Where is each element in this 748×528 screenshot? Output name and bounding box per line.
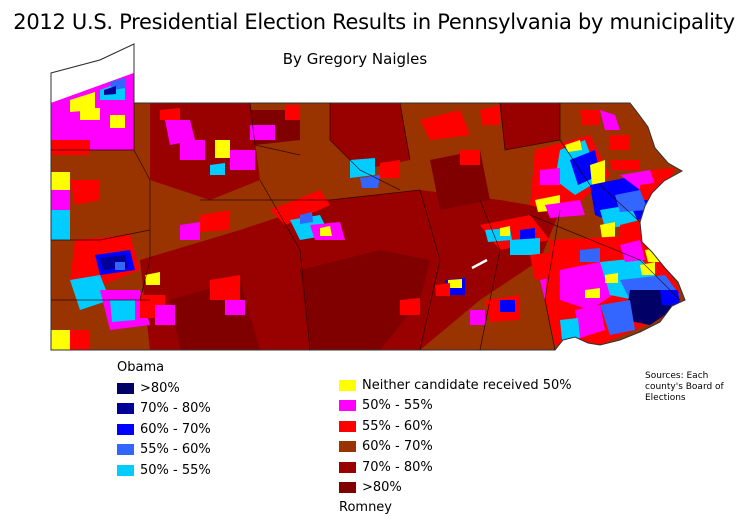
legend-label: 60% - 70% (140, 421, 211, 437)
legend-swatch (117, 382, 134, 394)
legend-label: Neither candidate received 50% (362, 377, 572, 393)
legend-item: 55% - 60% (339, 416, 572, 437)
legend-item: >80% (117, 378, 211, 399)
legend-swatch (339, 379, 356, 391)
legend-item: 70% - 80% (339, 457, 572, 478)
legend-item: 50% - 55% (117, 460, 211, 481)
legend-swatch (339, 441, 356, 453)
legend-swatch (117, 444, 134, 456)
map-subtitle: By Gregory Naigles (282, 50, 428, 68)
county-borders (51, 102, 681, 351)
legend-item: 60% - 70% (339, 437, 572, 458)
legend-item: Neither candidate received 50% (339, 375, 572, 396)
legend-label: 60% - 70% (362, 439, 433, 455)
legend-label: 50% - 55% (140, 462, 211, 478)
legend-swatch (339, 400, 356, 412)
legend-swatch (339, 420, 356, 432)
state-border (50, 43, 686, 351)
legend-label: >80% (362, 480, 402, 496)
white-gap-line (471, 258, 488, 270)
legend-label: 50% - 55% (362, 398, 433, 414)
sources-note: Sources: Each county's Board of Election… (645, 371, 724, 403)
legend-item: >80% (339, 478, 572, 499)
legend-romney-list: Neither candidate received 50% 50% - 55%… (339, 375, 572, 498)
legend-swatch (117, 464, 134, 476)
legend-swatch (339, 461, 356, 473)
legend-swatch (117, 403, 134, 415)
legend-obama-list: >80% 70% - 80% 60% - 70% 55% - 60% 50% -… (117, 378, 211, 481)
legend-label: >80% (140, 380, 180, 396)
legend-item: 60% - 70% (117, 419, 211, 440)
legend-label: 55% - 60% (140, 442, 211, 458)
map-title: 2012 U.S. Presidential Election Results … (13, 10, 735, 34)
legend-obama-heading: Obama (117, 360, 165, 375)
legend-swatch (117, 423, 134, 435)
legend-label: 70% - 80% (362, 459, 433, 475)
municipality-regions (51, 44, 685, 350)
legend-item: 70% - 80% (117, 399, 211, 420)
legend-swatch (339, 482, 356, 494)
legend-romney-heading: Romney (339, 500, 392, 515)
legend-label: 70% - 80% (140, 401, 211, 417)
legend-item: 55% - 60% (117, 440, 211, 461)
legend-label: 55% - 60% (362, 418, 433, 434)
legend-item: 50% - 55% (339, 396, 572, 417)
